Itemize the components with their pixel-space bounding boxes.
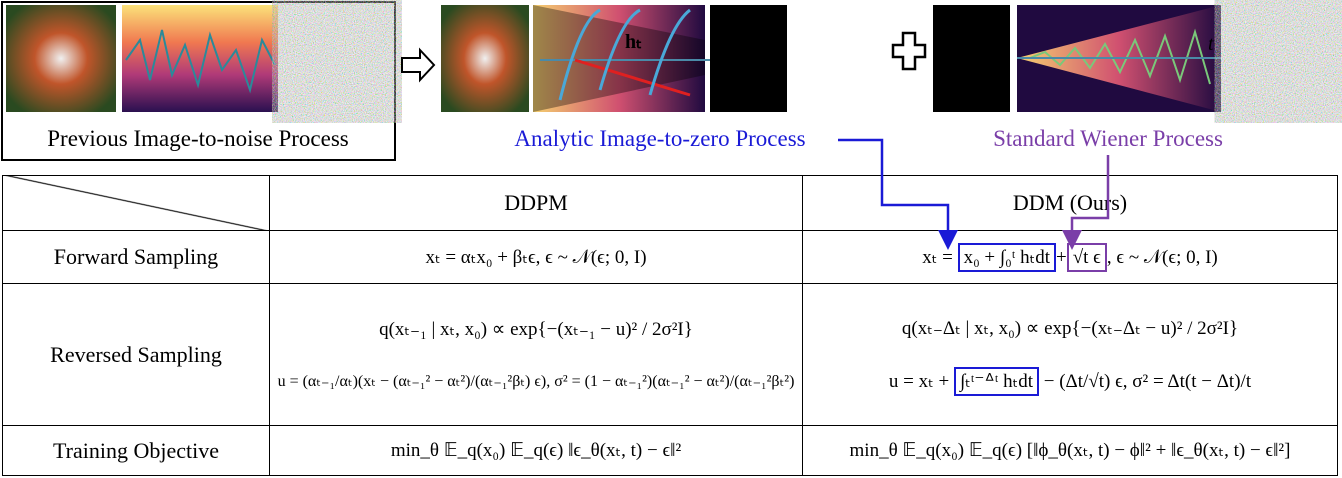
header-row: DDPM DDM (Ours) — [2, 175, 1338, 231]
header-cell: DDM (Ours) — [802, 175, 1338, 231]
formula: min_θ 𝔼_q(x₀) 𝔼_q(ϵ) [‖ϕ_θ(xₜ, t) − ϕ‖² … — [802, 425, 1338, 476]
row: Forward Sampling xₜ = αₜx₀ + βₜϵ, ϵ ~ 𝒩(… — [2, 230, 1338, 284]
top-figure: Previous Image-to-noise Process hₜ t t A… — [1, 1, 1338, 161]
row-label: Reversed Sampling — [2, 283, 270, 426]
panda-image — [6, 5, 116, 112]
analytic-cone — [533, 5, 705, 112]
plus-icon — [891, 31, 927, 71]
formula-part: + — [1056, 246, 1067, 268]
row-label: Training Objective — [2, 425, 270, 476]
h-label: hₜ — [625, 31, 642, 53]
corner-cell — [2, 175, 270, 231]
t-label: t — [1208, 33, 1214, 55]
header-cell: DDPM — [269, 175, 803, 231]
formula-part: u = xₜ + — [888, 370, 950, 392]
panda-image — [441, 5, 529, 112]
row-label: Forward Sampling — [2, 230, 270, 284]
formula-line: q(xₜ₋Δₜ | xₜ, x₀) ∝ exp{−(xₜ₋Δₜ − u)² / … — [901, 317, 1239, 339]
wiener-label: Standard Wiener Process — [993, 126, 1223, 151]
noise-image — [1226, 5, 1338, 112]
formula: min_θ 𝔼_q(x₀) 𝔼_q(ϵ) ‖ϵ_θ(xₜ, t) − ϵ‖² — [269, 425, 803, 476]
formula-line: u = (αₜ₋₁/αₜ)(xₜ − (αₜ₋₁² − αₜ²)/(αₜ₋₁²β… — [277, 373, 795, 390]
noise-image — [283, 5, 391, 112]
signal-wave — [125, 29, 276, 94]
zero-image — [933, 5, 1010, 112]
trajectory — [558, 8, 691, 101]
formula: q(xₜ₋Δₜ | xₜ, x₀) ∝ exp{−(xₜ₋Δₜ − u)² / … — [802, 283, 1338, 426]
previous-box — [1, 1, 396, 161]
formula-part: ∫ₜᵗ⁻ᐞᵗ hₜdt — [953, 366, 1039, 396]
h-line — [574, 58, 691, 97]
formula-part: xₜ = — [922, 246, 953, 268]
formula-line: q(xₜ₋₁ | xₜ, x₀) ∝ exp{−(xₜ₋₁ − u)² / 2σ… — [379, 319, 693, 340]
analytic-label: Analytic Image-to-zero Process — [514, 126, 805, 151]
formula-part: − (Δt/√t) ϵ, σ² = Δt(t − Δt)/t — [1043, 370, 1252, 392]
row: Reversed Sampling q(xₜ₋₁ | xₜ, x₀) ∝ exp… — [2, 283, 1338, 426]
row: Training Objective min_θ 𝔼_q(x₀) 𝔼_q(ϵ) … — [2, 425, 1338, 476]
wiener-wave — [1029, 28, 1211, 85]
formula: q(xₜ₋₁ | xₜ, x₀) ∝ exp{−(xₜ₋₁ − u)² / 2σ… — [269, 283, 803, 426]
arrow-icon — [401, 47, 436, 83]
signal-image — [122, 5, 278, 112]
formula-part: x₀ + ∫₀ᵗ hₜdt — [957, 242, 1056, 272]
previous-label: Previous Image-to-noise Process — [47, 126, 349, 151]
formula: xₜ = x₀ + ∫₀ᵗ hₜdt + √t ϵ, ϵ ~ 𝒩(ϵ; 0, I) — [802, 230, 1338, 284]
zero-image — [710, 5, 787, 112]
formula-part: , ϵ ~ 𝒩(ϵ; 0, I) — [1106, 246, 1218, 268]
formula: xₜ = αₜx₀ + βₜϵ, ϵ ~ 𝒩(ϵ; 0, I) — [269, 230, 803, 284]
formula-part: √t ϵ — [1066, 242, 1107, 272]
comparison-table: DDPM DDM (Ours) Forward Sampling xₜ = αₜ… — [2, 175, 1338, 476]
